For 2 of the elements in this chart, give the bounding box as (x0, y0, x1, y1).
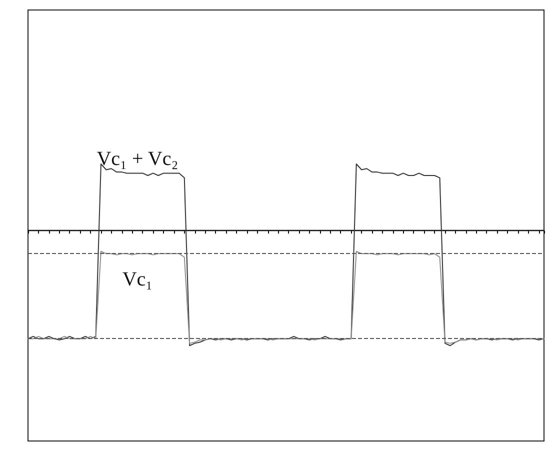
series-label: Vc₁ + Vc₂ (96, 148, 178, 170)
series-label: Vc₁ (122, 268, 153, 291)
